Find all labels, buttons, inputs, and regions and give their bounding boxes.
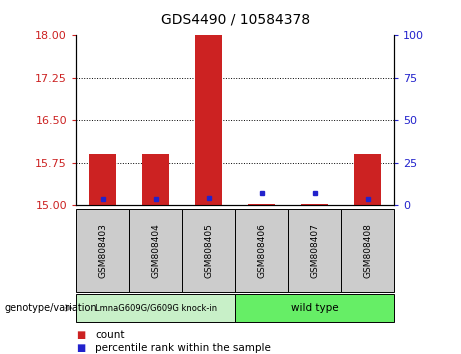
Text: GSM808407: GSM808407 (310, 223, 319, 278)
Text: genotype/variation: genotype/variation (5, 303, 97, 313)
Bar (355, 154, 381, 205)
Text: LmnaG609G/G609G knock-in: LmnaG609G/G609G knock-in (95, 303, 217, 313)
Text: ■: ■ (76, 330, 85, 339)
Text: GSM808403: GSM808403 (98, 223, 107, 278)
Text: GSM808405: GSM808405 (204, 223, 213, 278)
Text: count: count (95, 330, 125, 339)
Text: GSM808406: GSM808406 (257, 223, 266, 278)
Text: percentile rank within the sample: percentile rank within the sample (95, 343, 272, 353)
Text: GSM808408: GSM808408 (363, 223, 372, 278)
Bar (195, 35, 222, 205)
Bar (301, 204, 328, 205)
Bar (248, 204, 275, 205)
Bar (142, 154, 169, 205)
Text: GSM808404: GSM808404 (151, 223, 160, 278)
Text: ■: ■ (76, 343, 85, 353)
Text: GDS4490 / 10584378: GDS4490 / 10584378 (160, 12, 310, 27)
Bar (89, 154, 116, 205)
Text: wild type: wild type (291, 303, 338, 313)
